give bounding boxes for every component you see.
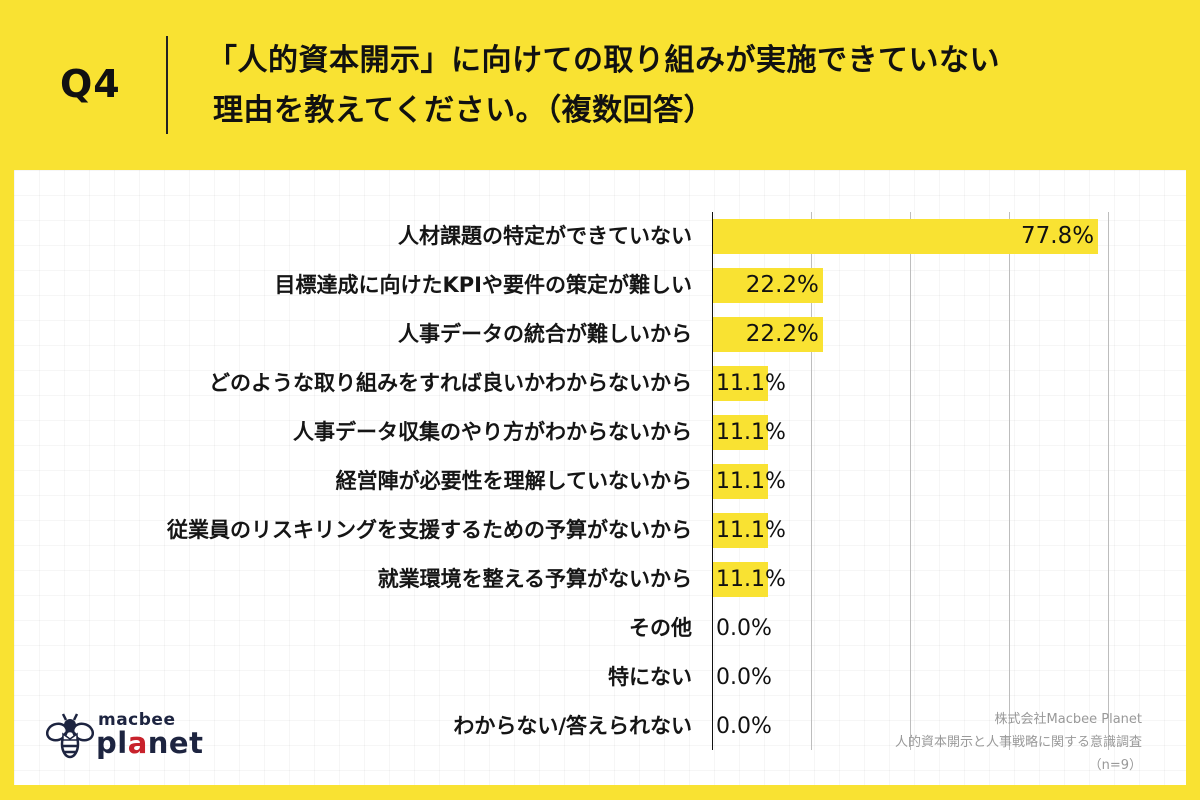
bar-row: 目標達成に向けたKPIや要件の策定が難しい 22.2% bbox=[0, 261, 1200, 310]
question-title-line1: 「人的資本開示」に向けての取り組みが実施できていない bbox=[207, 43, 1000, 78]
value-label: 11.1% bbox=[716, 469, 786, 494]
bar-row: 人事データの統合が難しいから 22.2% bbox=[0, 310, 1200, 359]
bar bbox=[713, 268, 823, 303]
bar-row: 人材課題の特定ができていない 77.8% bbox=[0, 212, 1200, 261]
value-label: 22.2% bbox=[745, 272, 819, 298]
value-label: 0.0% bbox=[716, 714, 772, 739]
bar-row: どのような取り組みをすれば良いかわからないから 11.1% bbox=[0, 359, 1200, 408]
bar bbox=[713, 562, 768, 597]
gridline-40 bbox=[910, 212, 911, 750]
source-note: 株式会社Macbee Planet 人的資本開示と人事戦略に関する意識調査 （n… bbox=[895, 708, 1142, 777]
bar bbox=[713, 317, 823, 352]
bar-row: 経営陣が必要性を理解していないから 11.1% bbox=[0, 457, 1200, 506]
bar bbox=[713, 219, 1099, 254]
header-divider bbox=[166, 36, 168, 134]
source-survey: 人的資本開示と人事戦略に関する意識調査 bbox=[894, 735, 1142, 750]
category-label: 人事データの統合が難しいから bbox=[398, 322, 692, 346]
category-label: 目標達成に向けたKPIや要件の策定が難しい bbox=[274, 273, 692, 297]
value-label: 22.2% bbox=[745, 321, 819, 347]
value-label: 11.1% bbox=[716, 567, 786, 592]
category-label: 経営陣が必要性を理解していないから bbox=[335, 469, 692, 493]
question-title-line2: 理由を教えてください。（複数回答） bbox=[213, 93, 715, 128]
bar bbox=[713, 513, 768, 548]
category-label: わからない/答えられない bbox=[453, 714, 692, 738]
logo-text-macbee: macbee bbox=[98, 710, 176, 730]
value-label: 0.0% bbox=[716, 616, 772, 641]
value-label: 11.1% bbox=[716, 371, 786, 396]
category-label: 人材課題の特定ができていない bbox=[398, 224, 692, 248]
value-label: 11.1% bbox=[716, 518, 786, 543]
bar-row: 就業環境を整える予算がないから 11.1% bbox=[0, 555, 1200, 604]
source-company: 株式会社Macbee Planet bbox=[994, 712, 1142, 727]
bar bbox=[713, 366, 768, 401]
chart-panel bbox=[14, 170, 1186, 785]
header: Q4 「人的資本開示」に向けての取り組みが実施できていない 理由を教えてください… bbox=[0, 0, 1200, 170]
question-number: Q4 bbox=[60, 62, 121, 106]
bee-icon bbox=[46, 713, 94, 759]
bar-row: わからない/答えられない 0.0% bbox=[0, 702, 1200, 751]
logo-planet-part2: net bbox=[147, 726, 204, 760]
logo-text-planet: planet bbox=[96, 726, 203, 760]
gridline-60 bbox=[1009, 212, 1010, 750]
category-label: その他 bbox=[629, 616, 692, 640]
gridline-80 bbox=[1108, 212, 1109, 750]
bar-row: 特にない 0.0% bbox=[0, 653, 1200, 702]
value-label: 77.8% bbox=[1021, 223, 1095, 249]
category-label: どのような取り組みをすれば良いかわからないから bbox=[209, 371, 692, 395]
bar-row: 人事データ収集のやり方がわからないから 11.1% bbox=[0, 408, 1200, 457]
category-label: 人事データ収集のやり方がわからないから bbox=[293, 420, 692, 444]
category-label: 特にない bbox=[608, 665, 692, 689]
gridline-20 bbox=[811, 212, 812, 750]
logo-planet-accent: a bbox=[127, 726, 148, 760]
logo-planet-part1: pl bbox=[96, 726, 128, 760]
bar bbox=[713, 464, 768, 499]
macbee-planet-logo: macbee planet bbox=[46, 708, 206, 764]
category-label: 従業員のリスキリングを支援するための予算がないから bbox=[167, 518, 692, 542]
value-label: 11.1% bbox=[716, 420, 786, 445]
bar bbox=[713, 415, 768, 450]
value-label: 0.0% bbox=[716, 665, 772, 690]
y-axis-line bbox=[712, 212, 713, 750]
bar-row: 従業員のリスキリングを支援するための予算がないから 11.1% bbox=[0, 506, 1200, 555]
bar-row: その他 0.0% bbox=[0, 604, 1200, 653]
question-title: 「人的資本開示」に向けての取り組みが実施できていない 理由を教えてください。（複… bbox=[207, 36, 1000, 136]
category-label: 就業環境を整える予算がないから bbox=[377, 567, 692, 591]
source-sample: （n=9） bbox=[1088, 758, 1142, 773]
